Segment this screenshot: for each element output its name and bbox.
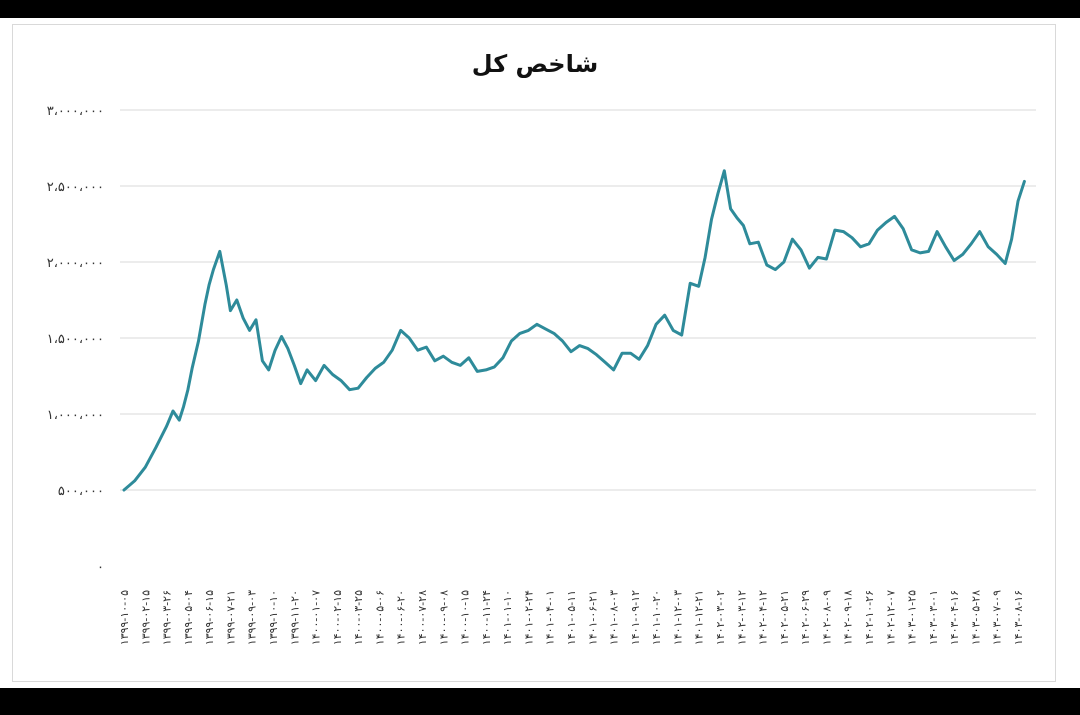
x-tick-label: ۱۴۰۲-۰۹-۱۸ <box>842 590 855 645</box>
y-tick-label: ۱،۵۰۰،۰۰۰ <box>47 332 104 347</box>
x-tick-label: ۱۳۹۹-۰۳-۲۶ <box>161 590 174 645</box>
x-tick-label: ۱۴۰۰-۰۷-۲۸ <box>416 590 429 645</box>
x-tick-label: ۱۴۰۲-۱۲-۰۷ <box>884 590 897 645</box>
y-axis-ticks: ۰ ۵۰۰،۰۰۰ ۱،۰۰۰،۰۰۰ ۱،۵۰۰،۰۰۰ ۲،۰۰۰،۰۰۰ ۲،۵۰۰… <box>47 104 104 575</box>
y-tick-label: ۳،۰۰۰،۰۰۰ <box>47 104 104 119</box>
x-tick-label: ۱۴۰۰-۱۱-۲۴ <box>480 590 493 645</box>
x-tick-label: ۱۴۰۱-۰۹-۱۲ <box>629 590 642 645</box>
x-tick-label: ۱۴۰۳-۰۵-۲۸ <box>969 590 982 645</box>
x-tick-label: ۱۴۰۲-۰۵-۲۱ <box>778 590 791 645</box>
x-tick-label: ۱۴۰۰-۰۳-۲۵ <box>352 590 365 645</box>
x-tick-label: ۱۳۹۹-۱۰-۰۵ <box>118 590 131 645</box>
x-tick-label: ۱۴۰۲-۰۴-۱۲ <box>757 590 770 645</box>
x-tick-label: ۱۴۰۳-۰۷-۰۹ <box>991 590 1004 645</box>
chart-title: شاخص کل <box>472 50 598 78</box>
x-tick-label: ۱۴۰۲-۱۰-۲۶ <box>863 590 876 645</box>
y-tick-label: ۵۰۰،۰۰۰ <box>58 484 104 499</box>
x-tick-label: ۱۴۰۰-۰۱-۰۷ <box>310 590 323 645</box>
x-tick-label: ۱۳۹۹-۰۲-۱۵ <box>139 590 152 645</box>
x-tick-label: ۱۳۹۹-۰۹-۰۳ <box>246 590 259 645</box>
x-tick-label: ۱۴۰۳-۰۳-۰۱ <box>927 590 940 645</box>
x-tick-label: ۱۴۰۳-۰۴-۱۶ <box>948 590 961 645</box>
x-tick-label: ۱۴۰۲-۰۳-۰۲ <box>714 590 727 645</box>
x-tick-label: ۱۳۹۹-۰۶-۱۵ <box>203 590 216 645</box>
x-tick-label: ۱۴۰۱-۱۲-۲۱ <box>693 590 706 645</box>
x-axis-ticks: ۱۳۹۹-۱۰-۰۵ ۱۳۹۹-۰۲-۱۵ ۱۳۹۹-۰۳-۲۶ ۱۳۹۹-۰۵-۰۴… <box>118 590 1025 645</box>
x-tick-label: ۱۴۰۱-۱۲-۰۳ <box>671 590 684 645</box>
x-tick-label: ۱۳۹۹-۱۱-۲۰ <box>288 590 301 645</box>
x-tick-label: ۱۴۰۳-۰۸-۱۶ <box>1012 590 1025 645</box>
x-tick-label: ۱۴۰۱-۰۱-۱۰ <box>501 590 514 645</box>
x-tick-label: ۱۴۰۰-۰۹-۰۸ <box>437 590 450 645</box>
x-tick-label: ۱۴۰۰-۰۶-۲۰ <box>395 590 408 645</box>
x-tick-label: ۱۴۰۳-۰۱-۲۵ <box>906 590 919 645</box>
gridlines <box>120 109 1036 491</box>
x-tick-label: ۱۴۰۱-۰۸-۰۳ <box>608 590 621 645</box>
series-line <box>122 169 1026 492</box>
y-tick-label: ۲،۵۰۰،۰۰۰ <box>47 180 104 195</box>
x-tick-label: ۱۴۰۱-۰۶-۲۱ <box>586 590 599 645</box>
x-tick-label: ۱۴۰۰-۰۲-۱۵ <box>331 590 344 645</box>
x-tick-label: ۱۴۰۰-۱۰-۱۵ <box>459 590 472 645</box>
x-tick-label: ۱۴۰۱-۰۲-۲۴ <box>522 590 535 645</box>
x-tick-label: ۱۴۰۲-۰۶-۲۹ <box>799 590 812 645</box>
chart-frame <box>12 24 1056 682</box>
y-tick-label: ۱،۰۰۰،۰۰۰ <box>47 408 104 423</box>
x-tick-label: ۱۳۹۹-۱۰-۱۰ <box>267 590 280 645</box>
x-tick-label: ۱۴۰۰-۰۵-۰۶ <box>373 590 386 645</box>
x-tick-label: ۱۳۹۹-۰۵-۰۴ <box>182 590 195 645</box>
x-tick-label: ۱۴۰۲-۰۸-۰۹ <box>820 590 833 645</box>
x-tick-label: ۱۴۰۲-۰۳-۱۲ <box>735 590 748 645</box>
x-tick-label: ۱۳۹۹-۰۷-۲۱ <box>224 590 237 645</box>
x-tick-label: ۱۴۰۱-۱۰-۲۰ <box>650 590 663 645</box>
line-chart: شاخص کل ۰ ۵۰۰،۰۰۰ ۱،۰۰۰،۰۰۰ ۱،۵۰۰،۰۰۰ ۲،۰۰۰،… <box>47 50 1036 645</box>
x-tick-label: ۱۴۰۱-۰۵-۱۱ <box>565 590 578 645</box>
x-tick-label: ۱۴۰۱-۰۴-۰۱ <box>544 590 557 645</box>
y-tick-label: ۲،۰۰۰،۰۰۰ <box>47 256 104 271</box>
chart-panel: شاخص کل ۰ ۵۰۰،۰۰۰ ۱،۰۰۰،۰۰۰ ۱،۵۰۰،۰۰۰ ۲،۰۰۰،… <box>0 18 1080 688</box>
series-layer <box>122 169 1026 492</box>
y-tick-label: ۰ <box>97 560 104 575</box>
